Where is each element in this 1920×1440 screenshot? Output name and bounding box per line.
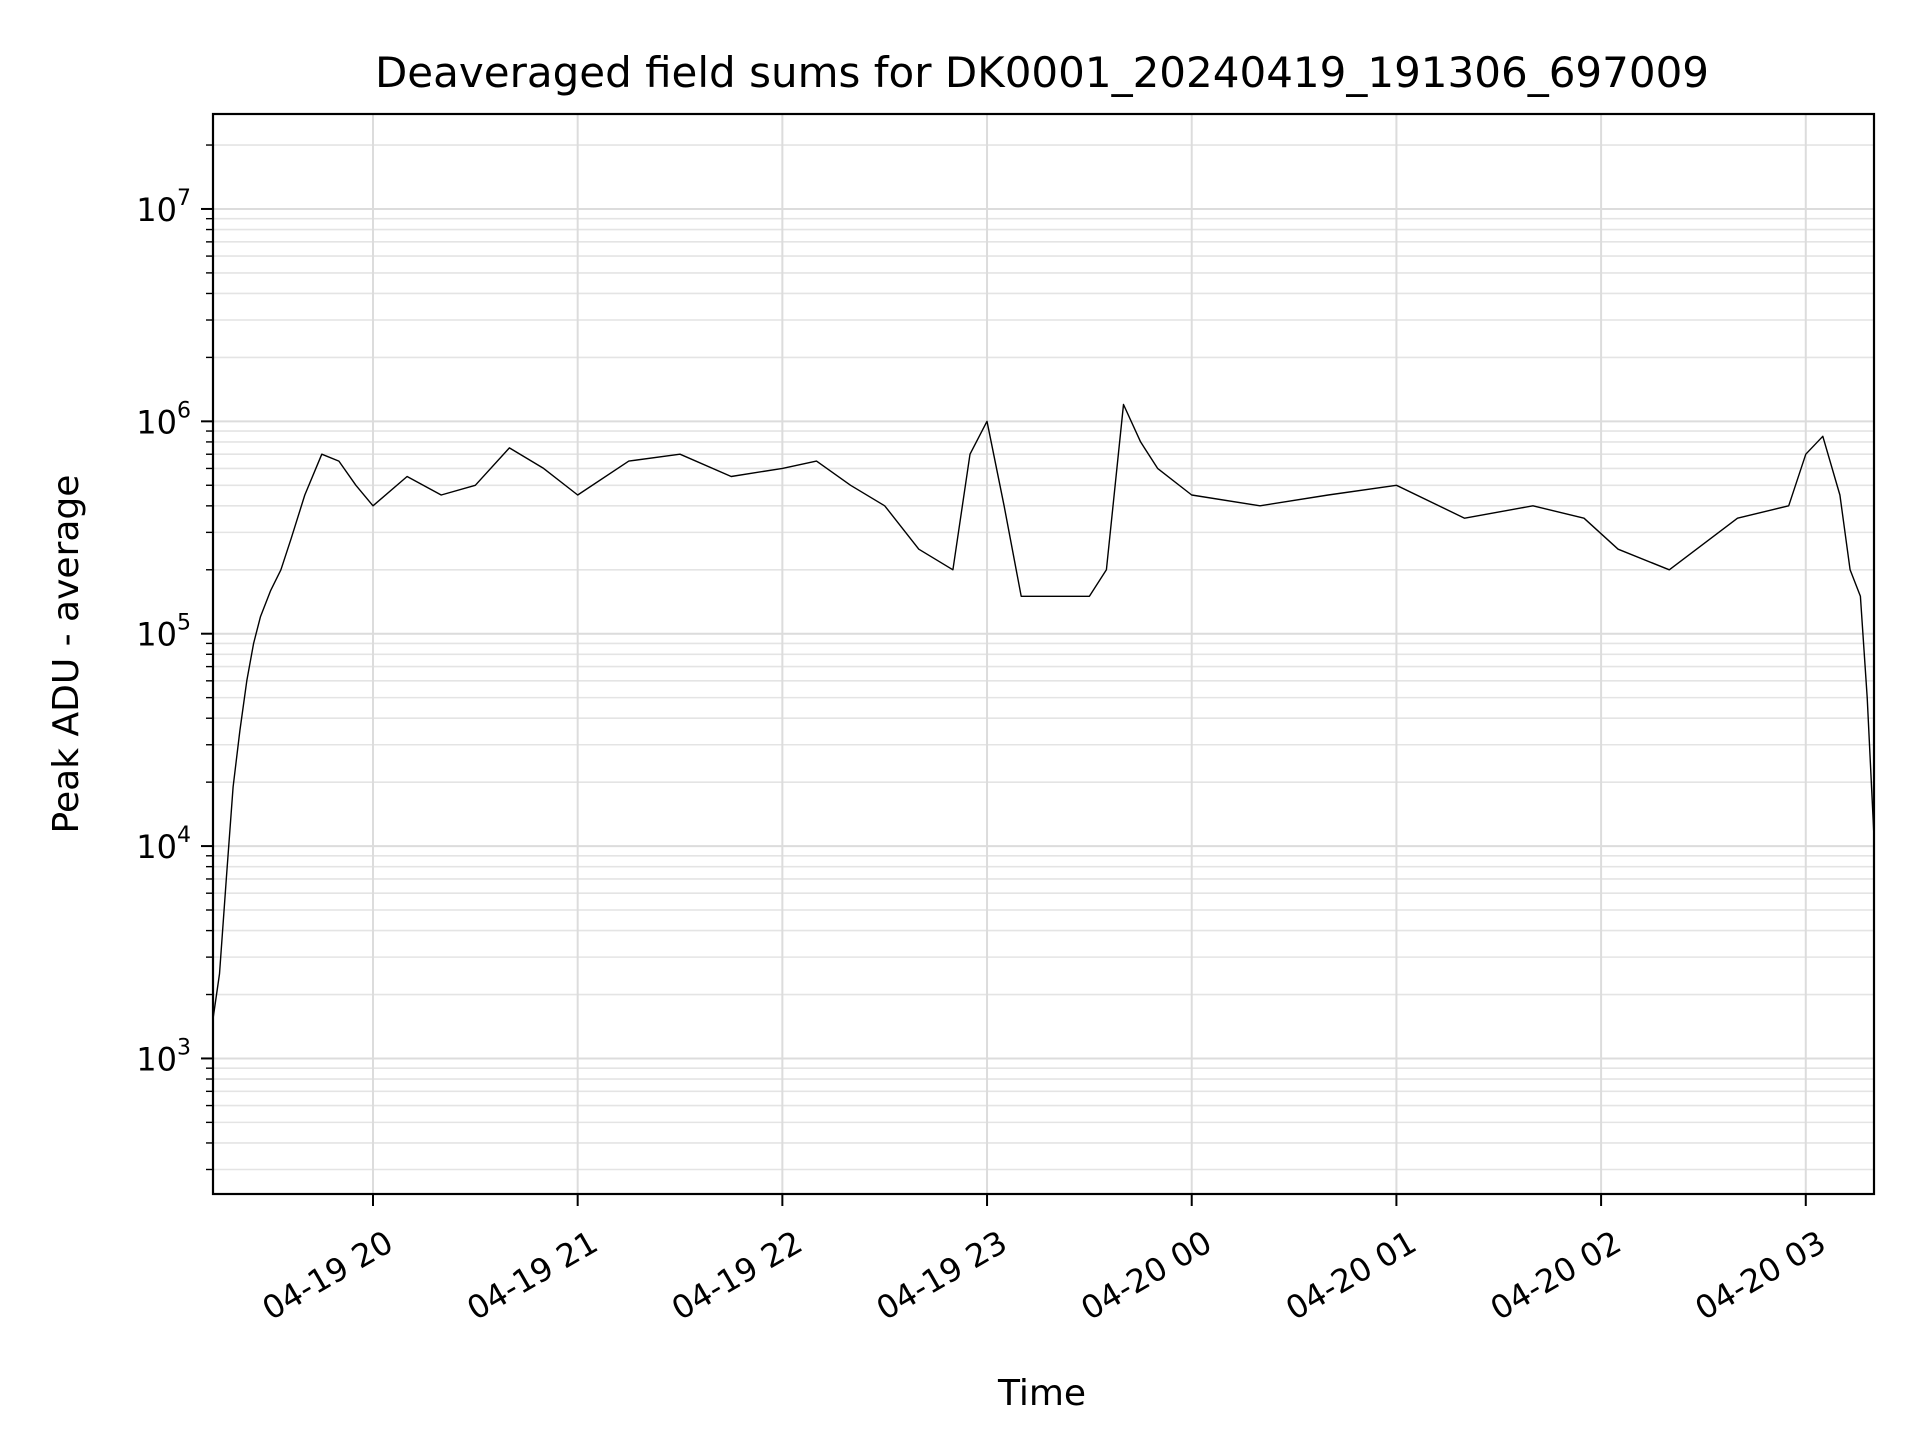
- x-tick-label: 04-19 23: [870, 1223, 1014, 1328]
- series-line: [212, 403, 1875, 1022]
- x-tick-label: 04-20 00: [1075, 1223, 1219, 1328]
- x-tick-label: 04-20 03: [1689, 1223, 1833, 1328]
- y-tick-label: 105: [136, 611, 191, 654]
- chart-title: Deaveraged field sums for DK0001_2024041…: [375, 48, 1709, 97]
- series-group: [212, 403, 1875, 1022]
- y-axis: 103 104 105 106 107: [136, 144, 213, 1171]
- x-tick-label: 04-19 21: [460, 1223, 604, 1328]
- y-tick-label: 107: [136, 186, 191, 229]
- x-tick-label: 04-19 20: [256, 1223, 400, 1328]
- x-tick-label: 04-20 02: [1484, 1223, 1628, 1328]
- y-tick-label: 103: [136, 1035, 191, 1078]
- y-axis-label: Peak ADU - average: [46, 475, 87, 834]
- x-tick-label: 04-19 22: [665, 1223, 809, 1328]
- y-tick-label: 104: [136, 823, 191, 866]
- grid: [213, 114, 1874, 1194]
- x-tick-label: 04-20 01: [1279, 1223, 1423, 1328]
- y-tick-label: 106: [136, 398, 191, 441]
- x-axis: 04-19 20 04-19 21 04-19 22 04-19 23 04-20 00…: [256, 1194, 1832, 1328]
- x-axis-label: Time: [997, 1373, 1086, 1414]
